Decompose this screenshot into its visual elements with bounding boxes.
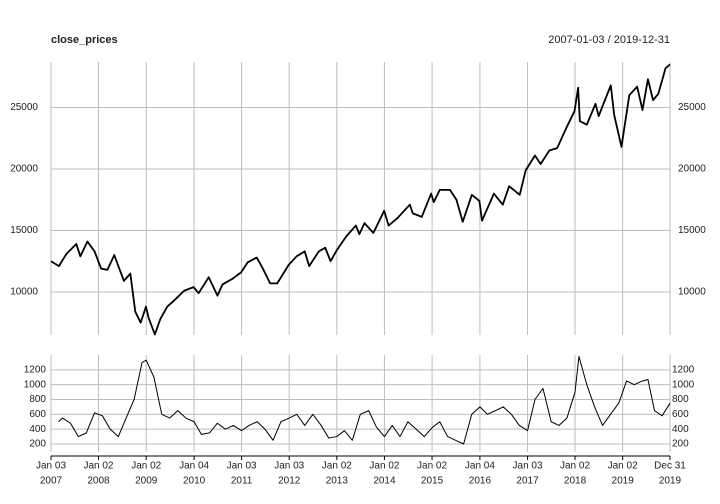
y-tick-label-right: 600 <box>672 409 689 420</box>
x-tick-label: 2017 <box>516 476 539 487</box>
x-tick-label: 2008 <box>87 476 110 487</box>
y-tick-label: 1000 <box>24 379 47 390</box>
x-tick-label: 2009 <box>135 476 158 487</box>
x-tick-label: Jan 03 <box>227 461 257 472</box>
y-tick-label-right: 20000 <box>678 164 706 175</box>
y-tick-label-right: 25000 <box>678 102 706 113</box>
x-tick-label: 2013 <box>326 476 349 487</box>
x-tick-label: Jan 02 <box>560 461 590 472</box>
x-tick-label: 2019 <box>612 476 635 487</box>
x-tick-label: Jan 04 <box>465 461 495 472</box>
x-tick-label: 2018 <box>564 476 587 487</box>
x-tick-label: Jan 02 <box>369 461 399 472</box>
y-tick-label-right: 800 <box>672 394 689 405</box>
y-tick-label: 25000 <box>10 102 38 113</box>
y-tick-label: 200 <box>29 439 46 450</box>
x-tick-label: Jan 02 <box>83 461 113 472</box>
x-tick-label: Jan 03 <box>513 461 543 472</box>
x-tick-label: 2016 <box>469 476 492 487</box>
x-tick-label: Jan 02 <box>608 461 638 472</box>
date-range: 2007-01-03 / 2019-12-31 <box>548 34 670 46</box>
x-tick-label: 2015 <box>421 476 444 487</box>
y-tick-label: 10000 <box>10 287 38 298</box>
y-tick-label-right: 400 <box>672 424 689 435</box>
price-line <box>58 355 671 445</box>
x-tick-label: 2019 <box>659 476 682 487</box>
y-tick-label-right: 1000 <box>672 379 695 390</box>
chart-title: close_prices <box>51 34 118 46</box>
x-tick-label: Jan 03 <box>274 461 304 472</box>
x-tick-label: Jan 02 <box>131 461 161 472</box>
x-tick-label: Jan 02 <box>322 461 352 472</box>
x-tick-label: 2010 <box>183 476 206 487</box>
y-tick-label-right: 200 <box>672 439 689 450</box>
y-tick-label: 1200 <box>24 364 47 375</box>
x-tick-label: 2012 <box>278 476 301 487</box>
x-tick-label: Jan 04 <box>179 461 209 472</box>
y-tick-label-right: 10000 <box>678 287 706 298</box>
y-tick-label-right: 1200 <box>672 364 695 375</box>
x-tick-label: 2007 <box>40 476 63 487</box>
y-tick-label: 15000 <box>10 225 38 236</box>
y-tick-label: 400 <box>29 424 46 435</box>
y-tick-label: 20000 <box>10 164 38 175</box>
x-tick-label: 2014 <box>373 476 396 487</box>
x-tick-label: Dec 31 <box>654 461 686 472</box>
x-tick-label: Jan 03 <box>36 461 66 472</box>
y-tick-label: 800 <box>29 394 46 405</box>
price-line <box>50 63 671 336</box>
y-tick-label: 600 <box>29 409 46 420</box>
x-tick-label: Jan 02 <box>417 461 447 472</box>
y-tick-label-right: 15000 <box>678 225 706 236</box>
x-tick-label: 2011 <box>231 476 253 487</box>
